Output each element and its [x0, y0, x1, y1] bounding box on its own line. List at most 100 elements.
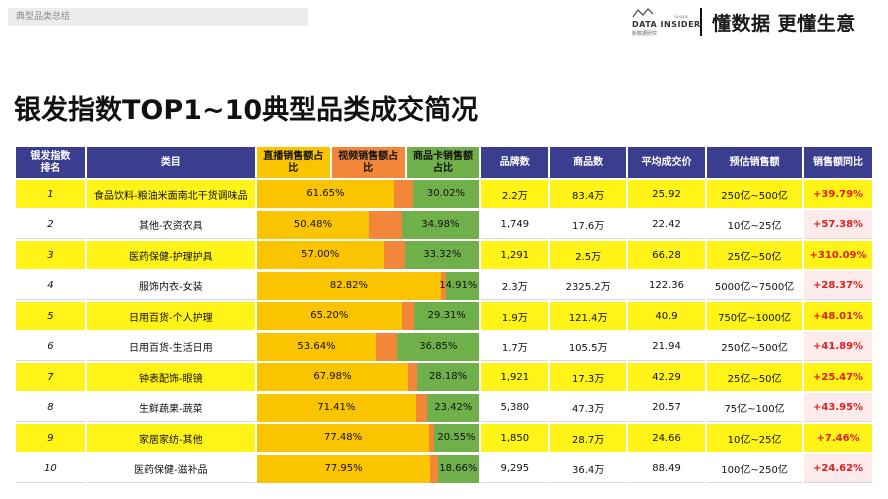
brand-name: DATA INSIDER: [632, 20, 701, 29]
video-share-segment: [441, 271, 447, 300]
products-cell: 47.3万: [550, 393, 627, 422]
stacked-bar: 61.65% 30.02%: [256, 180, 480, 208]
rank-cell: 7: [16, 363, 85, 391]
category-cell: 生鲜蔬果-蔬菜: [86, 393, 255, 422]
channel-share-bar: 57.00% 33.32%: [256, 241, 480, 269]
products-cell: 17.3万: [550, 363, 627, 391]
rank-cell: 1: [16, 180, 85, 208]
header-avg-price: 平均成交价: [628, 147, 705, 178]
video-share-segment: [401, 302, 415, 330]
stacked-bar: 53.64% 36.85%: [256, 332, 480, 361]
table-row: 2 其他-农资农具 50.48% 34.98% 1,749 17.6万 22.42 10亿~2…: [16, 210, 872, 239]
table-row: 7 钟表配饰-眼镜 67.98% 28.18% 1,921 17.3万 42.29 25亿~5…: [16, 363, 872, 391]
header-card-share: 商品卡销售额占比: [406, 147, 480, 178]
header-divider: [700, 8, 702, 36]
live-share-segment: 50.48%: [256, 210, 370, 239]
live-share-label: 67.98%: [313, 371, 352, 382]
category-cell: 日用百货-生活日用: [86, 332, 255, 361]
card-share-label: 14.91%: [439, 279, 478, 291]
brands-cell: 2.3万: [481, 271, 549, 300]
live-share-label: 50.48%: [293, 218, 333, 230]
est-sales-cell: 750亿~1000亿: [706, 302, 803, 330]
category-cell: 其他-农资农具: [86, 210, 255, 239]
brands-cell: 1,749: [481, 210, 549, 239]
brands-cell: 9,295: [481, 454, 549, 483]
video-share-segment: [429, 424, 434, 452]
products-cell: 121.4万: [550, 302, 627, 330]
est-sales-cell: 25亿~50亿: [706, 363, 803, 391]
avg-price-cell: 40.9: [628, 302, 705, 330]
brand-cn: 新数据研究: [632, 31, 658, 37]
category-cell: 服饰内衣-女装: [86, 271, 255, 300]
header-products: 商品数: [550, 147, 627, 178]
card-share-label: 36.85%: [419, 340, 458, 352]
category-cell: 日用百货-个人护理: [86, 302, 255, 330]
est-sales-cell: 250亿~500亿: [706, 180, 803, 208]
video-share-segment: [383, 241, 406, 269]
brands-cell: 5,380: [481, 393, 549, 422]
card-share-segment: 23.42%: [427, 393, 480, 422]
header-live-share: 直播销售额占比: [256, 147, 330, 178]
video-share-segment: [376, 332, 398, 361]
yoy-cell: +48.01%: [804, 302, 872, 330]
avg-price-cell: 20.57: [628, 393, 705, 422]
card-share-segment: 29.31%: [414, 302, 480, 330]
avg-price-cell: 122.36: [628, 271, 705, 300]
card-share-label: 18.66%: [439, 462, 478, 474]
yoy-cell: +24.62%: [804, 454, 872, 483]
channel-share-bar: 53.64% 36.85%: [256, 332, 480, 361]
brand-small-text: Google: [674, 14, 689, 19]
category-cell: 医药保健-滋补品: [86, 454, 255, 483]
table-row: 10 医药保健-滋补品 77.95% 18.66% 9,295 36.4万 88.49 100…: [16, 454, 872, 483]
products-cell: 105.5万: [550, 332, 627, 361]
table-row: 9 家居家纺-其他 77.48% 20.55% 1,850 28.7万 24.66 10亿~2…: [16, 424, 872, 452]
avg-price-cell: 88.49: [628, 454, 705, 483]
category-cell: 钟表配饰-眼镜: [86, 363, 255, 391]
card-share-label: 34.98%: [421, 218, 460, 230]
stacked-bar: 77.48% 20.55%: [256, 424, 480, 452]
brands-cell: 1,291: [481, 241, 549, 269]
live-share-label: 57.00%: [301, 249, 340, 260]
live-share-segment: 67.98%: [256, 363, 409, 391]
stacked-bar: 82.82% 14.91%: [256, 271, 480, 300]
live-share-segment: 77.95%: [256, 454, 431, 483]
rank-cell: 4: [16, 271, 85, 300]
card-share-label: 20.55%: [437, 432, 476, 443]
stacked-bar: 71.41% 23.42%: [256, 393, 480, 422]
products-cell: 28.7万: [550, 424, 627, 452]
yoy-cell: +25.47%: [804, 363, 872, 391]
header-yoy: 销售额同比: [804, 147, 872, 178]
table-row: 6 日用百货-生活日用 53.64% 36.85% 1.7万 105.5万 21.94 250…: [16, 332, 872, 361]
avg-price-cell: 25.92: [628, 180, 705, 208]
channel-share-bar: 77.95% 18.66%: [256, 454, 480, 483]
top-bar: 典型品类总结 Google DATA INSIDER 新数据研究 懂数据 更懂生…: [0, 0, 888, 40]
video-share-segment: [408, 363, 417, 391]
est-sales-cell: 10亿~25亿: [706, 210, 803, 239]
header-category: 类目: [86, 147, 255, 178]
card-share-segment: 18.66%: [437, 454, 480, 483]
products-cell: 36.4万: [550, 454, 627, 483]
est-sales-cell: 75亿~100亿: [706, 393, 803, 422]
brands-cell: 1.9万: [481, 302, 549, 330]
card-share-label: 29.31%: [427, 310, 466, 321]
yoy-cell: +43.95%: [804, 393, 872, 422]
live-share-segment: 61.65%: [256, 180, 395, 208]
avg-price-cell: 24.66: [628, 424, 705, 452]
yoy-cell: +57.38%: [804, 210, 872, 239]
stacked-bar: 57.00% 33.32%: [256, 241, 480, 269]
est-sales-cell: 250亿~500亿: [706, 332, 803, 361]
products-cell: 2325.2万: [550, 271, 627, 300]
channel-share-bar: 65.20% 29.31%: [256, 302, 480, 330]
avg-price-cell: 42.29: [628, 363, 705, 391]
table-row: 8 生鲜蔬果-蔬菜 71.41% 23.42% 5,380 47.3万 20.57 75亿~1…: [16, 393, 872, 422]
brands-cell: 2.2万: [481, 180, 549, 208]
video-share-segment: [430, 454, 438, 483]
products-cell: 83.4万: [550, 180, 627, 208]
rank-cell: 3: [16, 241, 85, 269]
card-share-label: 28.18%: [428, 371, 468, 382]
live-share-label: 82.82%: [329, 279, 369, 291]
card-share-segment: 33.32%: [405, 241, 480, 269]
category-table: 银发指数排名 类目 直播销售额占比 视频销售额占比 商品卡销售额占比 品牌数 商…: [14, 145, 874, 485]
rank-cell: 9: [16, 424, 85, 452]
yoy-cell: +7.46%: [804, 424, 872, 452]
